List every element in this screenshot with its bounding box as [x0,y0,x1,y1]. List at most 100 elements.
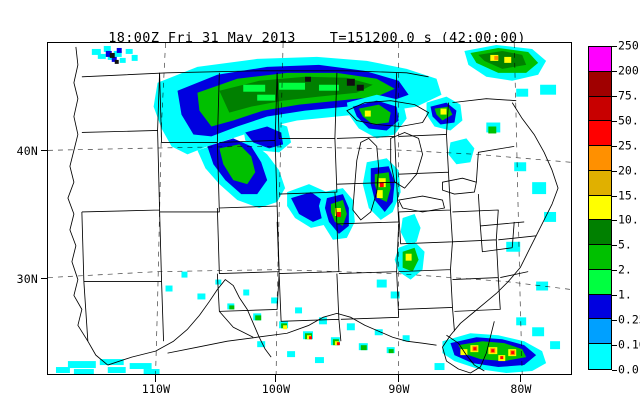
colorbar-swatch [589,71,611,97]
colorbar [588,46,612,370]
longitude-line-110W [155,43,166,374]
colorbar-swatch [589,47,611,72]
colorbar-tick-label: 250. [618,38,640,53]
colorbar-swatch [589,96,611,122]
x-axis-label-90W: 90W [388,382,410,396]
precip-pnw-black [109,52,119,64]
colorbar-swatch [589,344,611,369]
colorbar-swatch [589,121,611,147]
lake-ontario [442,177,477,195]
state-lines-midwest [398,102,453,245]
precip-northeast-red [494,55,499,60]
x-axis-label-80W: 80W [510,382,532,396]
longitude-line-80W [513,43,523,374]
colorbar-tick [612,170,617,172]
x-tick-80W [520,375,522,382]
precip-plains-black-cells [305,76,364,91]
state-lines-mountain [159,72,280,275]
geography-layer [67,46,559,374]
colorbar-tick-label: 0.25 [618,312,640,327]
precip-midsouth-cyan [376,241,425,299]
colorbar-tick [612,295,617,297]
state-lines-plains [276,72,400,275]
lake-erie [398,195,445,213]
colorbar-tick-labels: 250. 200. 75. 50. 25. 20. 15. 10. 5. 2. 1. 0.25 0.10… [612,40,640,376]
colorbar-tick-label: 75. [618,88,639,103]
precip-florida-red [473,347,515,360]
colorbar-tick-label: 5. [618,237,632,252]
colorbar-swatch [589,319,611,345]
lake-huron [390,132,423,189]
precip-midsouth-yellow [405,253,412,261]
precipitation-layer [55,44,561,374]
colorbar-tick [612,95,617,97]
y-tick-30N [41,278,48,280]
precip-gulf-cyan [165,271,410,364]
state-lines-northeast [452,98,525,253]
lake-michigan [352,138,380,221]
colorbar-swatch [589,220,611,246]
colorbar-tick-label: 50. [618,113,639,128]
colorbar-tick-label: 2. [618,262,632,277]
colorbar-tick-label: 1. [618,287,632,302]
precip-southcoast-cyan [55,359,160,374]
border-mexico [107,279,272,366]
colorbar-tick [612,370,617,371]
latitude-line-30N [48,269,571,290]
x-axis-label-110W: 110W [141,382,171,396]
colorbar-tick-label: 20. [618,162,639,177]
colorbar-tick-label: 25. [618,137,639,152]
x-tick-90W [398,375,400,382]
x-tick-100W [275,375,277,382]
colorbar-tick-label: 10. [618,212,639,227]
colorbar-tick [612,70,617,72]
map-plot-area [47,42,572,375]
graticule-layer [48,43,571,374]
precip-gulf-green [229,305,394,354]
colorbar-tick [612,345,617,347]
lake-superior [346,100,429,127]
map-canvas [48,43,571,374]
colorbar-swatch [589,294,611,320]
colorbar-swatch [589,195,611,221]
precip-gulf-red [309,336,340,346]
colorbar-swatch [589,269,611,295]
coastline-east [442,102,559,374]
precip-gulf-yellow [283,325,339,346]
colorbar-tick-label: 0.01 [618,362,640,377]
precip-northeast-cyan [464,44,557,291]
colorbar-swatch [589,146,611,171]
colorbar-tick [612,195,617,197]
x-axis-label-100W: 100W [261,382,291,396]
colorbar-tick [612,220,617,222]
colorbar-tick-label: 0.10 [618,337,640,352]
precip-plains-brightgreen [243,82,339,101]
precip-greatlakes-red [336,182,384,217]
y-tick-40N [41,150,48,152]
state-lines-texas [216,273,280,338]
colorbar-swatch [589,170,611,196]
colorbar-tick [612,270,617,272]
state-lines-south [278,223,455,342]
colorbar-tick [612,120,617,122]
longitude-line-100W [275,43,284,374]
border-canada [81,70,429,78]
precip-pnw-dark [105,47,122,62]
y-axis-label-40N: 40N [16,144,38,158]
latitude-line-40N [48,146,571,163]
x-tick-110W [155,375,157,382]
colorbar-tick-label: 15. [618,187,639,202]
colorbar-tick [612,145,617,147]
colorbar-swatch [589,245,611,270]
y-axis-label-30N: 30N [16,272,38,286]
state-lines-west [81,72,164,342]
coastline-gulf [167,312,437,354]
colorbar-tick [612,245,617,247]
coastline-west [67,46,109,366]
colorbar-tick-label: 200. [618,63,640,78]
colorbar-tick [612,46,617,47]
colorbar-tick [612,320,617,322]
state-lines-southeast [452,209,537,312]
coastline-florida [446,334,485,372]
